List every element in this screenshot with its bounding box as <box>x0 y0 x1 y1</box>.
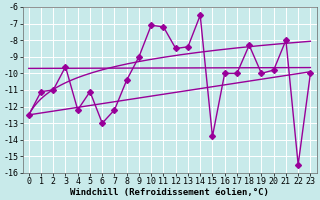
X-axis label: Windchill (Refroidissement éolien,°C): Windchill (Refroidissement éolien,°C) <box>70 188 269 197</box>
